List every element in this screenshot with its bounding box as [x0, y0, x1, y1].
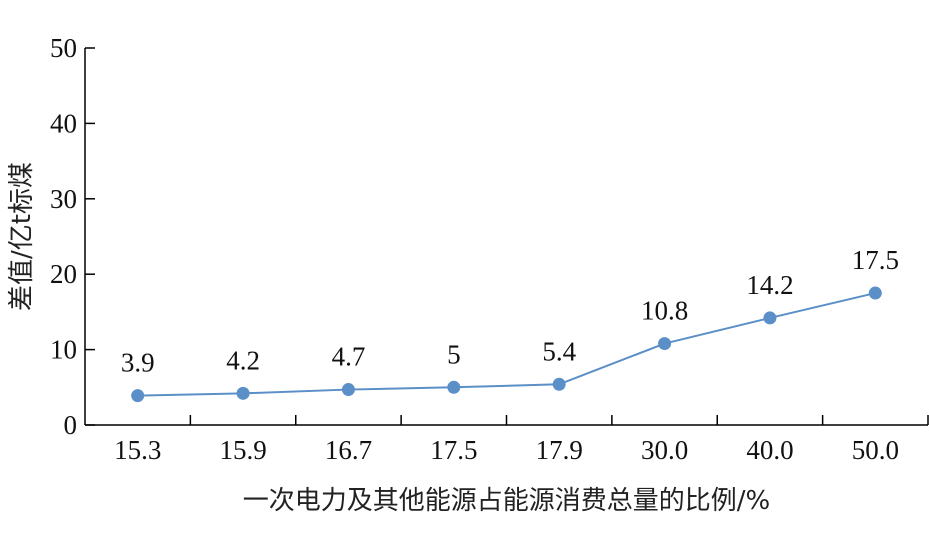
data-label: 4.2 [226, 345, 260, 375]
series-line [137, 292, 876, 397]
x-tick-label: 15.9 [219, 435, 266, 465]
marks: 3.9 4.2 4.7 5 5.4 10.8 14.2 17.5 [121, 245, 899, 403]
x-tick-label: 40.0 [746, 435, 793, 465]
y-tick-label: 20 [50, 259, 77, 289]
data-label: 10.8 [641, 296, 688, 326]
x-tick-label: 16.7 [325, 435, 372, 465]
x-axis-title: 一次电力及其他能源占能源消费总量的比例/% [243, 486, 770, 516]
y-tick-label: 0 [64, 410, 78, 440]
data-point [552, 377, 566, 391]
x-tick-label: 17.9 [536, 435, 583, 465]
y-tick-label: 30 [50, 184, 77, 214]
data-label: 4.7 [332, 342, 366, 372]
data-point [658, 337, 672, 351]
x-tick-label: 30.0 [641, 435, 688, 465]
y-tick-label: 50 [50, 33, 77, 63]
data-label: 3.9 [121, 348, 155, 378]
y-axis-title: 差值/亿t标煤 [7, 162, 37, 311]
y-tick-label: 40 [50, 108, 77, 138]
data-point [868, 286, 882, 300]
data-label: 5.4 [542, 336, 576, 366]
x-tick-label: 17.5 [430, 435, 477, 465]
data-point [341, 383, 355, 397]
data-point [763, 311, 777, 325]
data-point [131, 389, 145, 403]
axes: 0 10 20 30 40 50 15.3 15.9 16.7 17.5 17.9 30.0 40.0 5… [50, 33, 929, 465]
x-tick-label: 50.0 [852, 435, 899, 465]
x-tick-label: 15.3 [114, 435, 161, 465]
data-label: 14.2 [746, 270, 793, 300]
data-label: 17.5 [852, 245, 899, 275]
data-point [447, 380, 461, 394]
data-point [236, 386, 250, 400]
data-label: 5 [447, 339, 461, 369]
y-tick-label: 10 [50, 335, 77, 365]
